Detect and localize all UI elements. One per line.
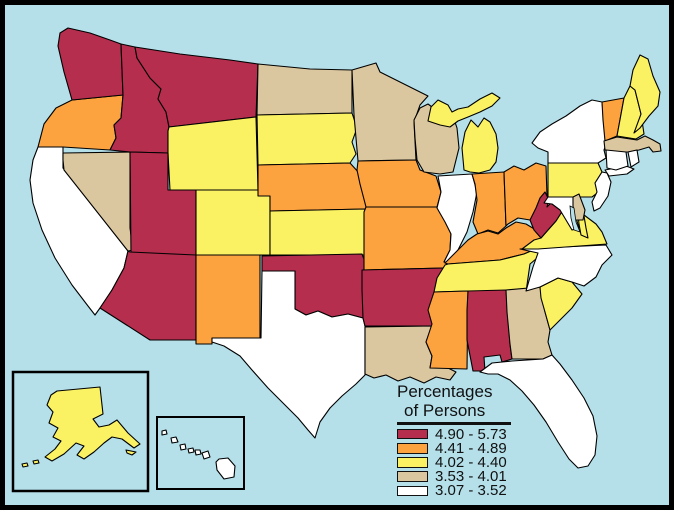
state-hi (179, 443, 187, 451)
state-mt (134, 46, 259, 128)
state-ak (32, 459, 40, 465)
state-mo (363, 206, 456, 278)
legend-item: 4.02 - 4.40 (397, 453, 587, 471)
chesapeake-bay (569, 205, 581, 233)
state-in (471, 171, 507, 235)
state-tx (211, 270, 366, 439)
legend-range-label: 3.07 - 3.52 (435, 482, 507, 500)
alaska-inset-box (11, 370, 150, 493)
legend-item: 3.07 - 3.52 (397, 482, 587, 500)
legend-rows: 4.90 - 5.73 4.41 - 4.89 4.02 - 4.40 3.53 - … (397, 425, 587, 500)
legend-swatch (397, 443, 428, 454)
legend-item: 3.53 - 4.01 (397, 468, 587, 486)
state-ak (44, 386, 141, 462)
state-de (572, 193, 586, 221)
state-mi (461, 117, 499, 174)
map-legend: Percentages of Persons 4.90 - 5.73 4.41 -… (397, 382, 587, 500)
state-nd (256, 63, 353, 116)
legend-underline (397, 422, 511, 425)
state-hi (161, 429, 168, 436)
legend-range-label: 4.90 - 5.73 (435, 425, 507, 443)
state-mi (427, 92, 501, 128)
state-hi (187, 447, 195, 454)
legend-swatch (397, 485, 428, 497)
state-hi (215, 457, 236, 480)
legend-swatch (397, 457, 428, 468)
legend-item: 4.41 - 4.89 (397, 439, 587, 457)
state-hi (170, 436, 179, 444)
state-ak (125, 449, 137, 456)
state-nj (591, 171, 612, 212)
state-ak (21, 462, 29, 468)
state-me (629, 54, 661, 134)
legend-swatch (397, 428, 428, 440)
legend-title-line2: of Persons (404, 401, 486, 420)
state-fl (479, 354, 598, 469)
state-pa (547, 162, 603, 198)
state-sd (256, 112, 358, 166)
state-hi (201, 450, 211, 460)
legend-swatch (397, 471, 428, 482)
hawaii-inset-box (156, 416, 245, 490)
state-ks (269, 208, 369, 256)
state-ne (257, 162, 367, 212)
state-ri (627, 149, 640, 168)
state-wy (167, 116, 259, 191)
state-nm (195, 254, 261, 345)
legend-item: 4.90 - 5.73 (397, 425, 587, 443)
legend-range-label: 4.02 - 4.40 (435, 453, 507, 471)
state-ct (605, 149, 629, 171)
legend-range-label: 3.53 - 4.01 (435, 468, 507, 486)
legend-title-line1: Percentages (397, 382, 493, 401)
legend-range-label: 4.41 - 4.89 (435, 439, 507, 457)
state-co (195, 189, 271, 256)
state-ms (425, 290, 469, 370)
state-nc (519, 244, 613, 292)
state-hi (194, 449, 202, 456)
state-wa (57, 27, 124, 101)
